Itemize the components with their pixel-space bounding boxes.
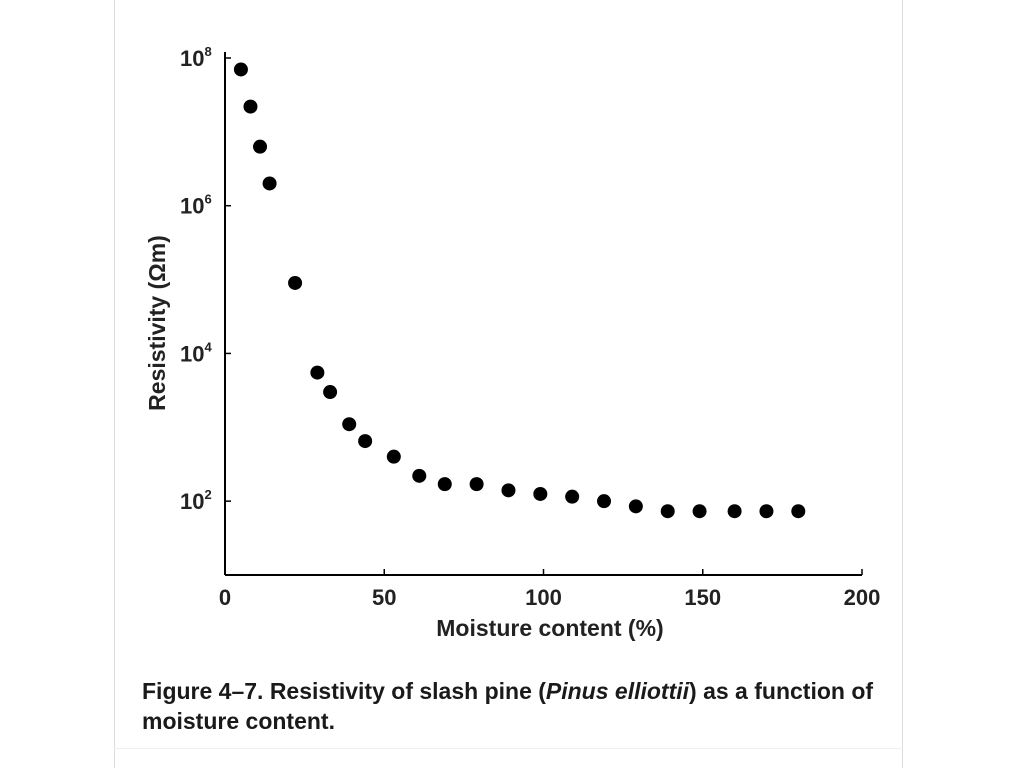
data-point [660,504,675,519]
y-tick-label: 108 [180,44,212,71]
x-axis-ticks: 0 50 100 150 200 [219,569,880,610]
x-tick-label: 0 [219,585,231,610]
data-point [253,139,268,154]
data-point [759,504,774,519]
data-point [233,62,248,77]
data-point [262,176,277,191]
data-point [342,417,357,432]
data-points [233,62,806,519]
data-point [469,477,484,492]
y-axis-ticks: 102 104 106 108 [180,44,231,514]
x-tick-label: 150 [684,585,721,610]
y-tick-label: 104 [180,339,212,366]
slide-left-border [114,0,115,768]
y-tick-label: 106 [180,192,212,219]
data-point [727,504,742,519]
caption-text-before: Figure 4–7. Resistivity of slash pine ( [142,678,546,704]
caption-species: Pinus elliottii [545,678,690,704]
figure-caption: Figure 4–7. Resistivity of slash pine (P… [142,676,882,736]
x-tick-label: 200 [844,585,881,610]
data-point [597,494,612,509]
data-point [437,477,452,492]
slide-right-border [902,0,903,768]
y-tick-label: 102 [180,487,212,514]
slide-bottom-rule [114,748,903,749]
data-point [628,499,643,514]
x-tick-label: 50 [372,585,396,610]
data-point [358,434,373,449]
y-axis-label: Resistivity (Ωm) [144,235,170,411]
resistivity-chart: 0 50 100 150 200 102 104 106 108 Moisture conte… [144,44,880,641]
data-point [791,504,806,519]
x-axis-label: Moisture content (%) [436,615,663,641]
caption-text-after: ) as a function of moisture content. [142,678,874,734]
data-point [412,468,427,483]
data-point [323,385,338,400]
x-tick-label: 100 [525,585,562,610]
data-point [243,99,258,114]
data-point [692,504,707,519]
data-point [565,489,580,504]
data-point [533,486,548,501]
data-point [288,275,303,290]
data-point [501,483,516,498]
data-point [386,449,401,464]
data-point [310,365,325,380]
